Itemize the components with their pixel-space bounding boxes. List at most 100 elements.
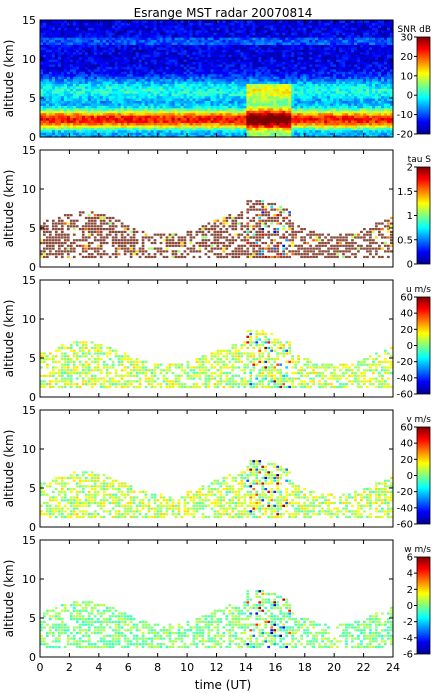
snr-cell: [117, 115, 122, 119]
snr-cell: [207, 61, 212, 65]
snr-cell: [129, 112, 134, 116]
snr-cell: [174, 51, 179, 55]
snr-cell: [48, 100, 53, 104]
snr-cell: [195, 27, 200, 31]
snr-cell: [153, 122, 158, 126]
snr-cell: [72, 83, 77, 87]
snr-cell: [165, 44, 170, 48]
snr-cell: [102, 73, 107, 77]
snr-cell: [99, 110, 104, 114]
snr-cell: [114, 124, 119, 128]
snr-cell: [195, 115, 200, 119]
snr-cell: [168, 134, 173, 138]
snr-cell: [57, 22, 62, 26]
snr-cell: [42, 90, 47, 94]
snr-cell: [201, 78, 206, 82]
snr-cell: [165, 112, 170, 116]
snr-cell: [171, 27, 176, 31]
snr-cell: [48, 54, 53, 58]
snr-cell: [189, 115, 194, 119]
snr-cell: [180, 73, 185, 77]
snr-cell: [162, 51, 167, 55]
snr-cell: [60, 102, 65, 106]
snr-cell: [165, 71, 170, 75]
snr-cell: [102, 49, 107, 53]
snr-cell: [204, 39, 209, 43]
snr-cell: [195, 76, 200, 80]
snr-cell: [189, 105, 194, 109]
snr-cell: [171, 32, 176, 36]
snr-cell: [132, 46, 137, 50]
snr-cell: [117, 129, 122, 133]
snr-cell: [189, 46, 194, 50]
snr-cell: [162, 115, 167, 119]
snr-cell: [54, 93, 59, 97]
snr-cell: [123, 34, 128, 38]
snr-cell: [129, 105, 134, 109]
snr-cell: [192, 22, 197, 26]
snr-cell: [90, 44, 95, 48]
snr-cell: [51, 134, 56, 138]
snr-cell: [93, 76, 98, 80]
snr-cell: [165, 100, 170, 104]
snr-cell: [198, 134, 203, 138]
snr-cell: [192, 32, 197, 36]
snr-cell: [147, 100, 152, 104]
snr-cell: [135, 78, 140, 82]
snr-cell: [48, 73, 53, 77]
snr-cell: [108, 34, 113, 38]
snr-cell: [165, 54, 170, 58]
snr-cell: [153, 76, 158, 80]
snr-cell: [153, 27, 158, 31]
snr-cell: [45, 37, 50, 41]
snr-cell: [159, 24, 164, 28]
snr-cell: [156, 107, 161, 111]
snr-cell: [57, 132, 62, 136]
snr-cell: [201, 119, 206, 123]
snr-cell: [201, 83, 206, 87]
snr-cell: [186, 73, 191, 77]
snr-cell: [153, 95, 158, 99]
snr-cell: [183, 49, 188, 53]
snr-cell: [87, 73, 92, 77]
snr-cell: [108, 66, 113, 70]
snr-cell: [138, 46, 143, 50]
snr-cell: [78, 37, 83, 41]
snr-cell: [111, 119, 116, 123]
snr-cell: [84, 71, 89, 75]
snr-cell: [195, 41, 200, 45]
snr-cell: [195, 20, 200, 24]
snr-cell: [147, 80, 152, 84]
snr-cell: [84, 73, 89, 77]
snr-cell: [165, 22, 170, 26]
snr-cell: [186, 34, 191, 38]
snr-cell: [78, 68, 83, 72]
snr-cell: [120, 41, 125, 45]
snr-cell: [171, 80, 176, 84]
snr-cell: [72, 110, 77, 114]
snr-cell: [90, 66, 95, 70]
snr-cell: [87, 78, 92, 82]
snr-cell: [108, 119, 113, 123]
snr-cell: [183, 98, 188, 102]
snr-cell: [171, 117, 176, 121]
snr-cell: [168, 115, 173, 119]
snr-cell: [207, 88, 212, 92]
snr-cell: [114, 71, 119, 75]
snr-cell: [168, 61, 173, 65]
snr-cell: [159, 122, 164, 126]
snr-cell: [207, 90, 212, 94]
snr-cell: [144, 102, 149, 106]
snr-cell: [114, 34, 119, 38]
snr-cell: [117, 95, 122, 99]
snr-cell: [177, 98, 182, 102]
snr-cell: [108, 37, 113, 41]
snr-cell: [72, 20, 77, 24]
snr-cell: [84, 117, 89, 121]
snr-cell: [42, 105, 47, 109]
snr-cell: [192, 63, 197, 67]
snr-cell: [141, 61, 146, 65]
snr-cell: [99, 27, 104, 31]
snr-cell: [42, 127, 47, 131]
snr-cell: [195, 102, 200, 106]
